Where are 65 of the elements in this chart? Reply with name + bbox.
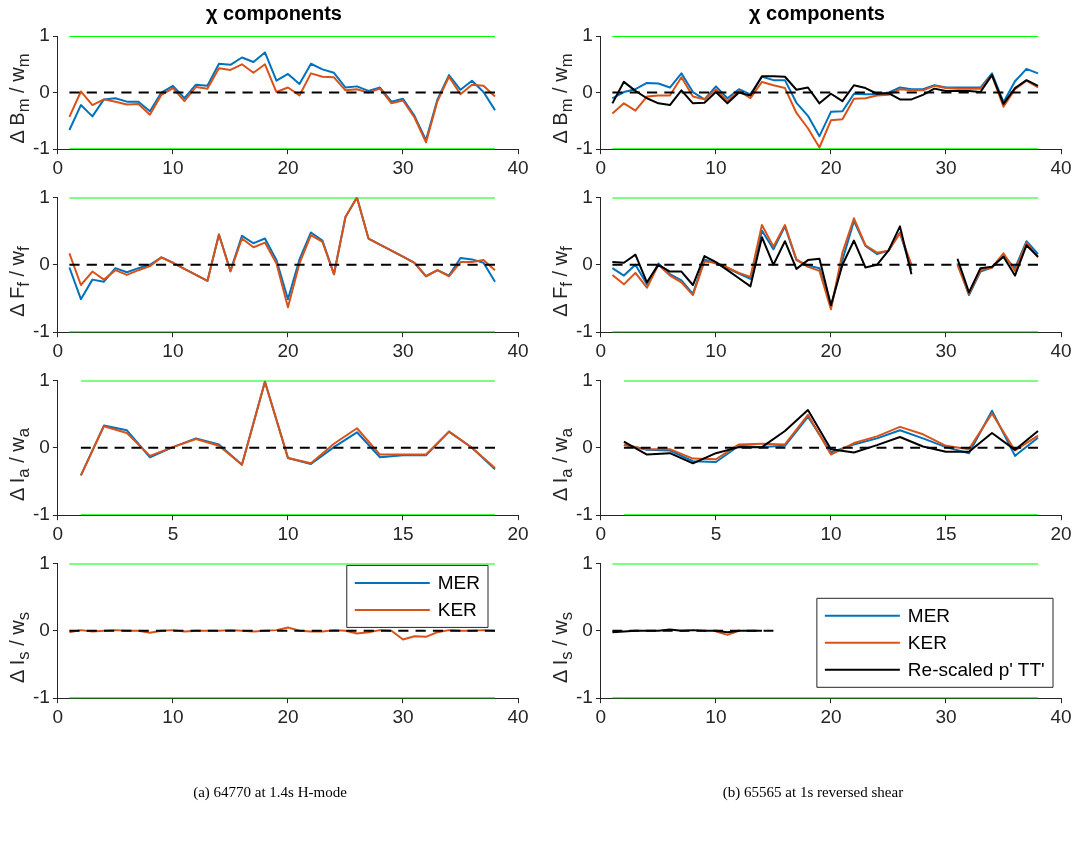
y-tick-label: 0	[39, 619, 50, 641]
chart-title: χ components	[749, 1, 885, 24]
x-tick-label: 30	[935, 705, 957, 727]
x-tick-label: 30	[935, 339, 957, 361]
x-tick-label: 40	[1050, 339, 1072, 361]
x-tick-label: 30	[392, 156, 414, 178]
y-tick-label: -1	[575, 137, 593, 159]
x-tick-label: 15	[935, 522, 957, 544]
x-tick-label: 10	[705, 339, 727, 361]
x-tick-label: 20	[277, 339, 299, 361]
y-tick-label: 1	[39, 368, 50, 390]
chart-title: χ components	[206, 1, 342, 24]
x-tick-label: 10	[705, 156, 727, 178]
x-tick-label: 20	[1050, 522, 1072, 544]
x-tick-label: 5	[167, 522, 179, 544]
legend-label: KER	[907, 632, 947, 654]
legend-label: MER	[907, 605, 951, 627]
x-tick-label: 15	[392, 522, 414, 544]
y-tick-label: -1	[575, 320, 593, 342]
x-tick-label: 10	[277, 522, 299, 544]
y-tick-label: 0	[39, 80, 50, 102]
y-tick-label: 0	[582, 80, 593, 102]
x-tick-label: 20	[507, 522, 529, 544]
y-tick-label: 0	[39, 436, 50, 458]
y-tick-label: 1	[39, 185, 50, 207]
x-tick-label: 10	[162, 705, 184, 727]
x-tick-label: 20	[820, 339, 842, 361]
legend-label: MER	[437, 572, 481, 594]
x-tick-label: 20	[820, 156, 842, 178]
y-tick-label: 1	[582, 185, 593, 207]
text: (a) 64770 at 1.4s H-mode	[192, 784, 348, 801]
x-tick-label: 40	[507, 156, 529, 178]
x-tick-label: 20	[820, 705, 842, 727]
y-tick-label: 0	[582, 436, 593, 458]
y-tick-label: -1	[575, 686, 593, 708]
y-tick-label: -1	[575, 503, 593, 525]
x-tick-label: 40	[507, 339, 529, 361]
x-tick-label: 30	[392, 705, 414, 727]
y-tick-label: -1	[32, 137, 50, 159]
y-tick-label: 1	[582, 551, 593, 573]
y-tick-label: 1	[582, 368, 593, 390]
legend-label: Re-scaled p' TT'	[907, 659, 1045, 681]
x-tick-label: 10	[820, 522, 842, 544]
y-tick-label: 0	[582, 253, 593, 275]
x-tick-label: 10	[162, 339, 184, 361]
x-tick-label: 40	[1050, 705, 1072, 727]
x-tick-label: 20	[277, 705, 299, 727]
x-tick-label: 10	[162, 156, 184, 178]
y-tick-label: 0	[39, 253, 50, 275]
y-tick-label: -1	[32, 686, 50, 708]
legend-label: KER	[437, 599, 477, 621]
y-tick-label: 1	[39, 24, 50, 46]
y-tick-label: -1	[32, 503, 50, 525]
y-tick-label: 1	[582, 24, 593, 46]
x-tick-label: 30	[935, 156, 957, 178]
text: (b) 65565 at 1s reversed shear	[721, 784, 905, 801]
x-tick-label: 40	[507, 705, 529, 727]
y-tick-label: 0	[582, 619, 593, 641]
x-tick-label: 5	[710, 522, 722, 544]
x-tick-label: 40	[1050, 156, 1072, 178]
y-tick-label: 1	[39, 551, 50, 573]
x-tick-label: 10	[705, 705, 727, 727]
x-tick-label: 20	[277, 156, 299, 178]
y-tick-label: -1	[32, 320, 50, 342]
x-tick-label: 30	[392, 339, 414, 361]
